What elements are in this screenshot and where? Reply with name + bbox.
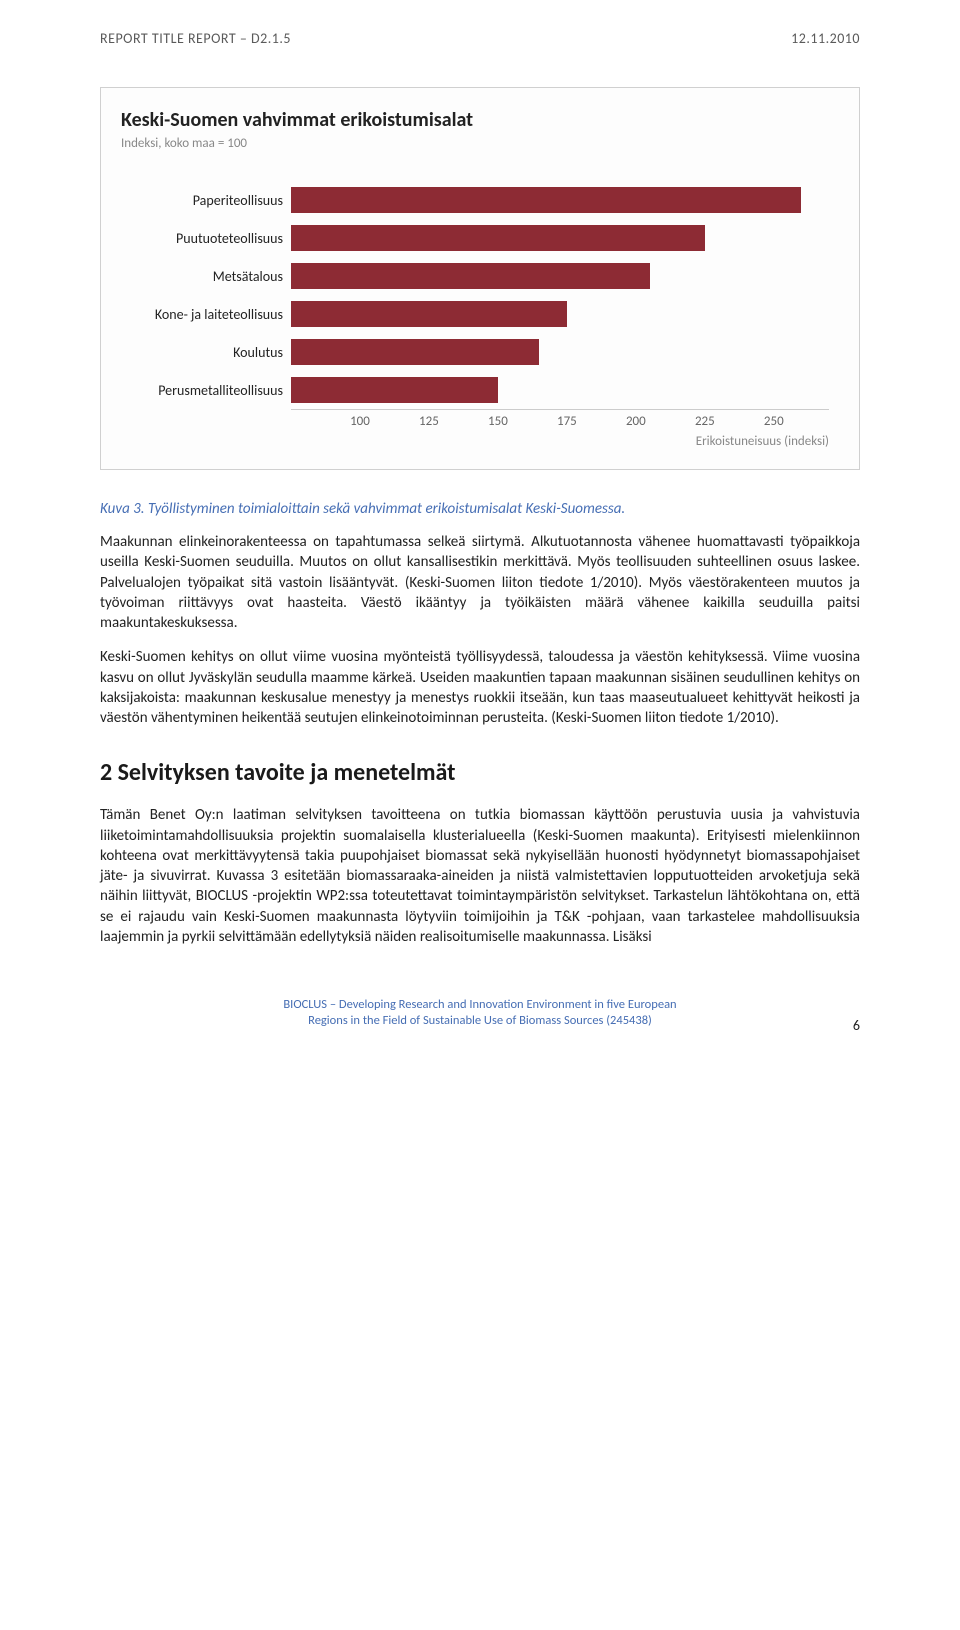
chart-category-label: Puutuoteteollisuus	[111, 230, 291, 247]
page-number: 6	[853, 1017, 860, 1035]
chart-bar	[291, 377, 498, 403]
chart-body: Paperiteollisuus Puutuoteteollisuus Metsät…	[111, 181, 829, 409]
chart-category-label: Paperiteollisuus	[111, 192, 291, 209]
header-right: 12.11.2010	[791, 30, 860, 47]
paragraph-3: Tämän Benet Oy:n laatiman selvityksen ta…	[100, 805, 860, 947]
chart-subtitle: Indeksi, koko maa = 100	[121, 136, 829, 151]
chart-bar	[291, 263, 650, 289]
chart-title: Keski-Suomen vahvimmat erikoistumisalat	[121, 108, 829, 132]
chart-bar	[291, 187, 801, 213]
figure-caption: Kuva 3. Työllistyminen toimialoittain se…	[100, 500, 860, 518]
chart-bar	[291, 339, 539, 365]
specialization-chart: Keski-Suomen vahvimmat erikoistumisalat …	[100, 87, 860, 470]
section-heading: 2 Selvityksen tavoite ja menetelmät	[100, 758, 860, 787]
chart-bar	[291, 225, 705, 251]
axis-label: Erikoistuneisuus (indeksi)	[696, 434, 829, 449]
header-left: REPORT TITLE REPORT – D2.1.5	[100, 30, 291, 47]
chart-category-label: Kone- ja laiteteollisuus	[111, 306, 291, 323]
axis-tick: 200	[626, 414, 646, 429]
chart-category-label: Perusmetalliteollisuus	[111, 382, 291, 399]
axis-tick: 250	[764, 414, 784, 429]
page-footer: BIOCLUS – Developing Research and Innova…	[100, 997, 860, 1030]
paragraph-2: Keski-Suomen kehitys on ollut viime vuos…	[100, 647, 860, 728]
page-header: REPORT TITLE REPORT – D2.1.5 12.11.2010	[100, 30, 860, 47]
chart-bar	[291, 301, 567, 327]
axis-tick: 125	[419, 414, 439, 429]
chart-category-label: Koulutus	[111, 344, 291, 361]
footer-line-2: Regions in the Field of Sustainable Use …	[100, 1013, 860, 1029]
axis-tick: 150	[488, 414, 508, 429]
chart-category-label: Metsätalous	[111, 268, 291, 285]
chart-x-axis: Erikoistuneisuus (indeksi) 100 125 150 175 2…	[291, 409, 829, 449]
footer-line-1: BIOCLUS – Developing Research and Innova…	[100, 997, 860, 1013]
axis-tick: 100	[350, 414, 370, 429]
paragraph-1: Maakunnan elinkeinorakenteessa on tapaht…	[100, 532, 860, 633]
axis-tick: 225	[695, 414, 715, 429]
axis-tick: 175	[557, 414, 577, 429]
